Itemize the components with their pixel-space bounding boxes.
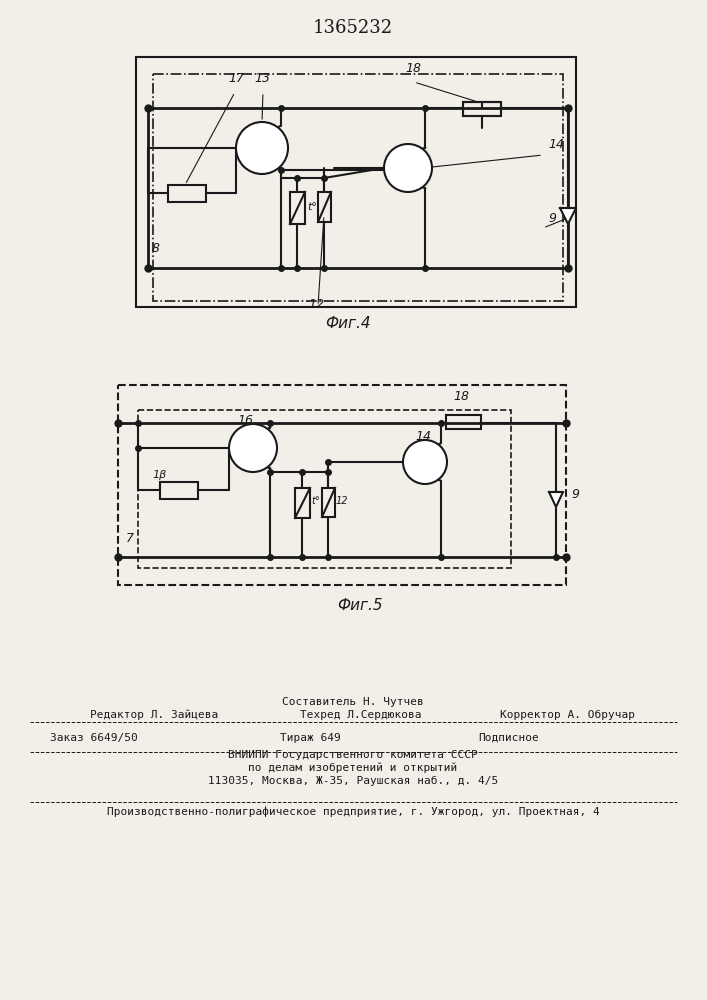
Text: 1β: 1β bbox=[152, 470, 166, 480]
Text: 1365232: 1365232 bbox=[313, 19, 393, 37]
Text: 113035, Москва, Ж-35, Раушская наб., д. 4/5: 113035, Москва, Ж-35, Раушская наб., д. … bbox=[208, 776, 498, 786]
Text: Корректор А. Обручар: Корректор А. Обручар bbox=[500, 710, 635, 720]
Bar bbox=[318, 192, 331, 222]
Text: Техред Л.Сердюкова: Техред Л.Сердюкова bbox=[300, 710, 421, 720]
Text: t°: t° bbox=[307, 202, 317, 212]
Text: Фиг.5: Фиг.5 bbox=[337, 598, 382, 613]
Text: 9: 9 bbox=[571, 488, 579, 501]
Text: 13: 13 bbox=[254, 72, 270, 85]
Text: 17: 17 bbox=[228, 72, 244, 85]
Circle shape bbox=[403, 440, 447, 484]
Bar bbox=[136, 57, 576, 307]
Bar bbox=[463, 102, 501, 116]
Text: 18: 18 bbox=[454, 390, 470, 403]
Text: 8: 8 bbox=[152, 242, 160, 255]
Circle shape bbox=[384, 144, 432, 192]
Text: 18: 18 bbox=[405, 62, 421, 75]
Bar bbox=[463, 102, 501, 116]
Text: 14: 14 bbox=[415, 430, 431, 443]
Bar bbox=[295, 488, 310, 518]
Circle shape bbox=[236, 122, 288, 174]
Text: 14: 14 bbox=[548, 138, 564, 151]
Polygon shape bbox=[560, 208, 576, 224]
Text: Редактор Л. Зайцева: Редактор Л. Зайцева bbox=[90, 710, 218, 720]
Bar bbox=[290, 192, 305, 224]
Text: Заказ 6649/50: Заказ 6649/50 bbox=[50, 733, 138, 743]
Text: по делам изобретений и открытий: по делам изобретений и открытий bbox=[248, 763, 457, 773]
Bar bbox=[118, 385, 566, 585]
Text: Тираж 649: Тираж 649 bbox=[280, 733, 341, 743]
Text: 12: 12 bbox=[336, 496, 349, 506]
Text: 9: 9 bbox=[548, 212, 556, 225]
Text: t°: t° bbox=[311, 496, 320, 506]
Text: Фиг.4: Фиг.4 bbox=[325, 316, 370, 331]
Bar bbox=[322, 488, 335, 517]
Polygon shape bbox=[549, 492, 563, 507]
Circle shape bbox=[229, 424, 277, 472]
Text: 16: 16 bbox=[237, 414, 253, 427]
Bar bbox=[168, 185, 206, 202]
Text: Подписное: Подписное bbox=[478, 733, 539, 743]
Text: Составитель Н. Чутчев: Составитель Н. Чутчев bbox=[282, 697, 424, 707]
Text: ВНИИПИ Государственного комитета СССР: ВНИИПИ Государственного комитета СССР bbox=[228, 750, 478, 760]
Bar bbox=[153, 74, 563, 301]
Text: Производственно-полиграфическое предприятие, г. Ужгород, ул. Проектная, 4: Производственно-полиграфическое предприя… bbox=[107, 807, 600, 817]
Bar bbox=[138, 410, 511, 568]
Bar bbox=[160, 482, 198, 499]
Text: 12: 12 bbox=[308, 298, 324, 311]
Text: 7: 7 bbox=[126, 532, 134, 545]
Bar bbox=[446, 415, 481, 429]
